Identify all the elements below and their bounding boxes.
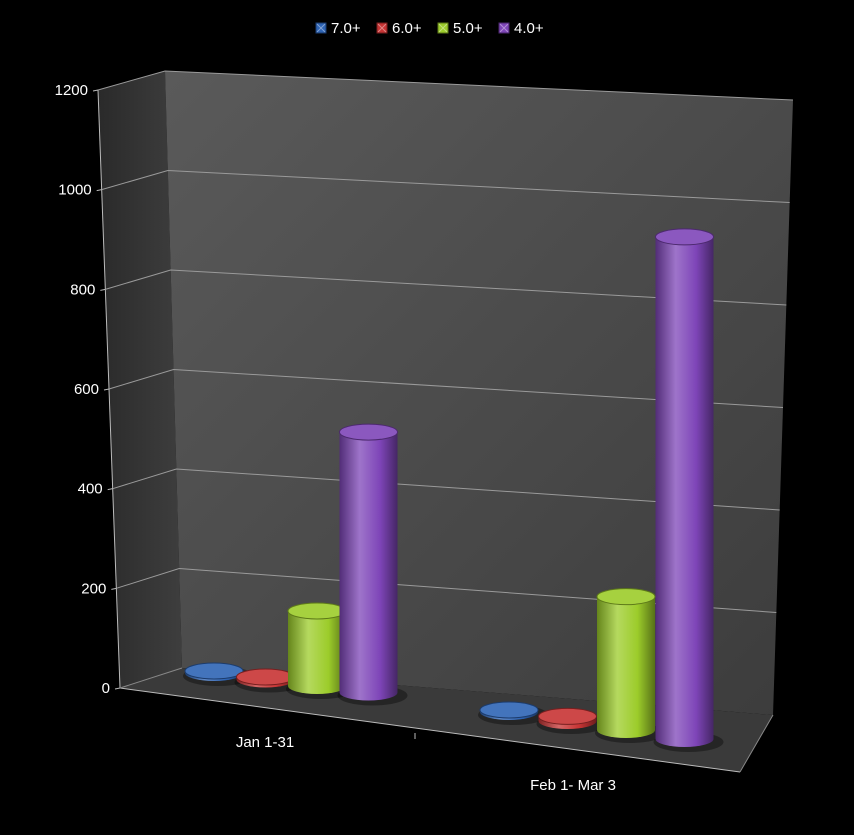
bar-7.0+-2	[478, 701, 548, 725]
bar-6.0+-1	[234, 668, 305, 693]
y-tick-label: 1000	[58, 182, 91, 199]
bar-7.0+-1	[183, 662, 253, 686]
bar-6.0+-2	[536, 707, 607, 734]
gridline	[112, 468, 780, 511]
legend-item-5.0+: 5.0+	[437, 20, 483, 37]
legend-label: 4.0+	[514, 20, 544, 37]
legend-label: 5.0+	[453, 20, 483, 37]
back-wall	[165, 71, 793, 715]
legend-item-4.0+: 4.0+	[498, 20, 544, 37]
gridline	[105, 269, 787, 306]
legend-item-7.0+: 7.0+	[315, 20, 361, 37]
gridline	[116, 567, 777, 613]
bars	[183, 228, 724, 752]
floor	[120, 668, 773, 772]
y-tick-label: 0	[102, 680, 110, 697]
bar-4.0+-2	[653, 228, 724, 752]
y-tick-label: 200	[81, 580, 106, 597]
bar-4.0+-1	[337, 423, 408, 706]
x-axis-line	[119, 687, 741, 773]
bar-5.0+-2	[595, 588, 665, 743]
legend: 7.0+ 6.0+ 5.0+ 4.0+	[315, 20, 544, 37]
gridline	[108, 368, 784, 408]
legend-label: 6.0+	[392, 20, 422, 37]
y-tick-label: 1200	[55, 82, 88, 99]
gridline	[97, 70, 794, 101]
y-tick-label: 600	[74, 381, 99, 398]
x-axis-labels: Jan 1-31 Feb 1- Mar 3	[236, 734, 616, 794]
legend-item-6.0+: 6.0+	[376, 20, 422, 37]
y-axis-ticks: 0 200 400 600 800 1000 1200	[55, 82, 121, 697]
gridline	[101, 169, 790, 203]
x-tick-label: Feb 1- Mar 3	[530, 777, 616, 794]
chart-walls	[97, 71, 793, 773]
legend-label: 7.0+	[331, 20, 361, 37]
gridlines	[97, 70, 794, 613]
bar-5.0+-1	[286, 602, 356, 699]
y-tick-label: 800	[70, 281, 95, 298]
x-tick-label: Jan 1-31	[236, 734, 294, 751]
y-tick-label: 400	[78, 481, 103, 498]
